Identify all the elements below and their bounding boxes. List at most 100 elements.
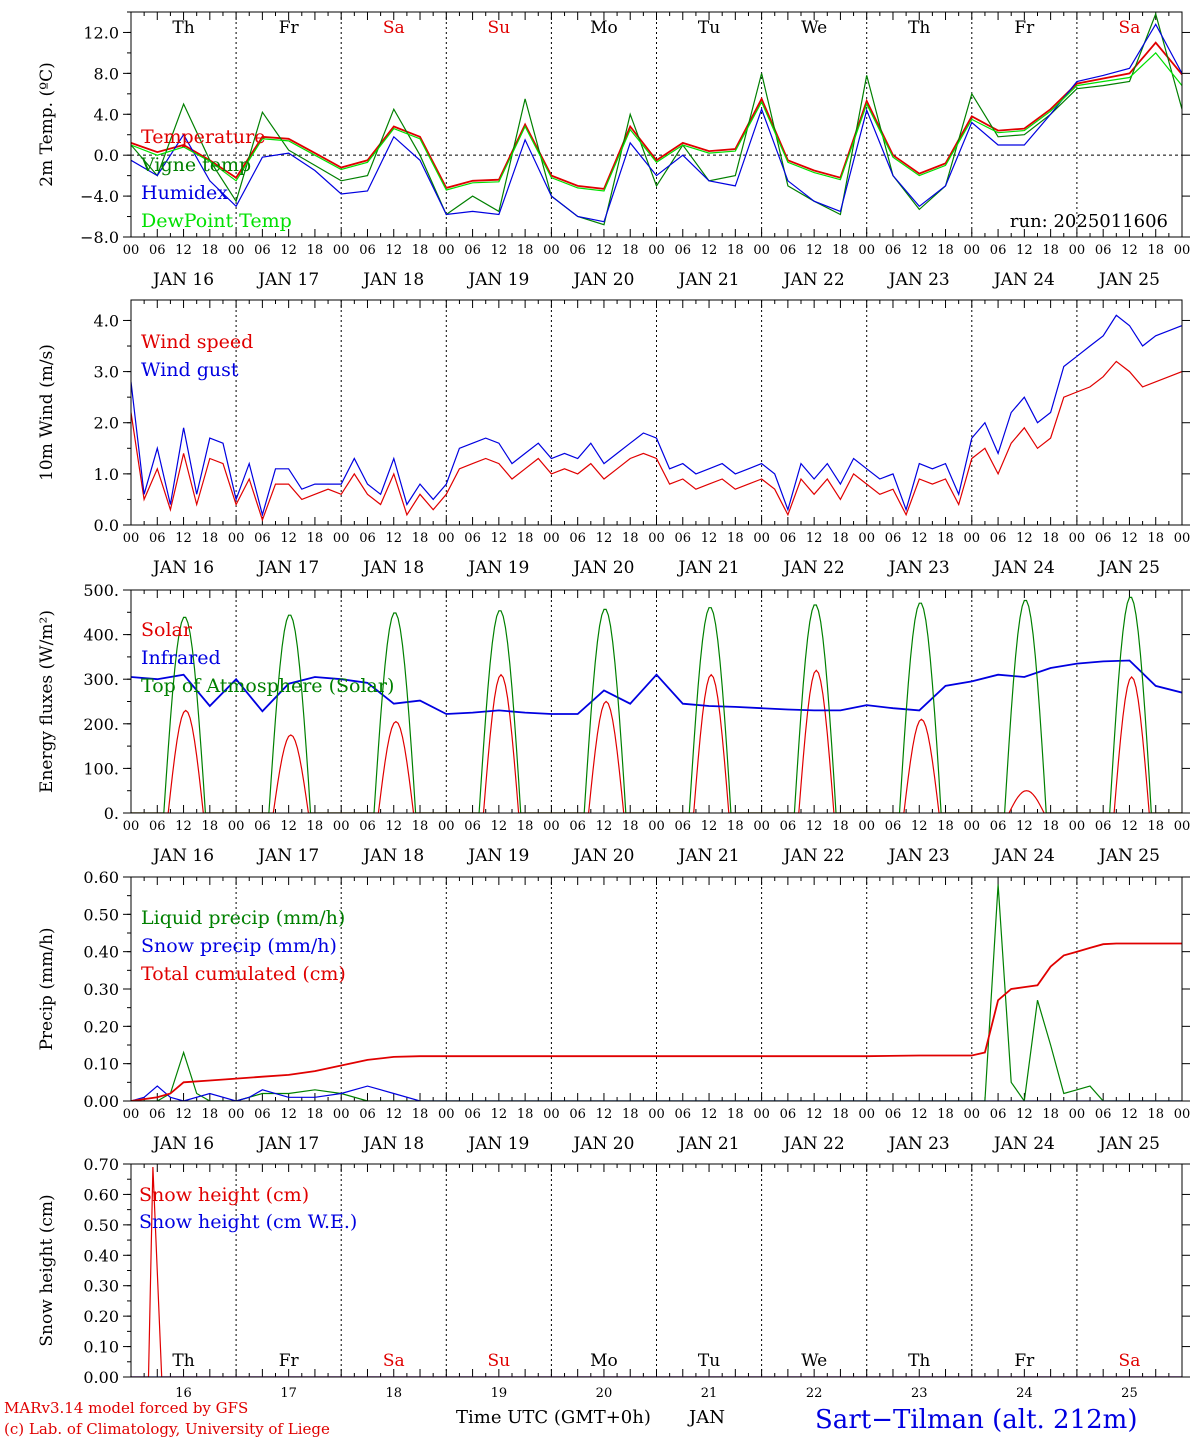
- series-line-top-of-atmosphere-solar-: [131, 596, 1182, 813]
- hour-tick-label: 00: [438, 819, 455, 834]
- hour-tick-label: 18: [1147, 531, 1164, 546]
- legend-entry: Snow height (cm W.E.): [139, 1211, 357, 1233]
- hour-tick-label: 06: [464, 819, 481, 834]
- footer-model: MARv3.14 model forced by GFS: [4, 1399, 248, 1417]
- hour-tick-label: 18: [202, 819, 219, 834]
- date-label: JAN 19: [466, 270, 529, 290]
- hour-tick-label: 12: [911, 531, 928, 546]
- hour-tick-label: 18: [832, 819, 849, 834]
- y-tick-label: −8.0: [80, 228, 119, 247]
- hour-tick-label: 00: [753, 531, 770, 546]
- hour-tick-label: 00: [1069, 819, 1086, 834]
- weekday-label: Su: [488, 1351, 511, 1371]
- hour-tick-label: 18: [412, 243, 429, 258]
- series-line-humidex: [131, 23, 1182, 223]
- hour-tick-label: 12: [1121, 531, 1138, 546]
- weekday-label: Sa: [383, 1351, 405, 1371]
- hour-tick-label: 12: [806, 243, 823, 258]
- legend-entry: Snow height (cm): [139, 1184, 309, 1206]
- weekday-label: Th: [172, 1351, 194, 1371]
- hour-tick-label: 12: [701, 819, 718, 834]
- hour-tick-label: 00: [228, 243, 245, 258]
- date-label: JAN 23: [887, 1134, 950, 1154]
- hour-tick-label: 00: [648, 1107, 665, 1122]
- y-tick-label: 0.30: [83, 980, 119, 999]
- date-label: JAN 19: [466, 558, 529, 578]
- date-label: JAN 24: [992, 558, 1055, 578]
- hour-tick-label: 18: [1042, 819, 1059, 834]
- hour-tick-label: 18: [727, 243, 744, 258]
- hour-tick-label: 00: [1174, 819, 1191, 834]
- y-tick-label: 0.60: [83, 868, 119, 887]
- hour-tick-label: 00: [858, 1107, 875, 1122]
- date-label: JAN 16: [151, 270, 214, 290]
- series-line-solar: [131, 669, 1182, 813]
- y-tick-label: 12.0: [83, 23, 119, 42]
- hour-tick-label: 12: [1121, 1107, 1138, 1122]
- hour-tick-label: 06: [885, 819, 902, 834]
- date-label: JAN 16: [151, 1134, 214, 1154]
- hour-tick-label: 06: [780, 243, 797, 258]
- hour-tick-label: 18: [1042, 243, 1059, 258]
- series-line-liquid-precip-mm-h-: [131, 884, 1182, 1101]
- panel-4: 0.00 0.10 0.20 0.30 0.40 0.50 0.60 Precip (mm/h…: [37, 868, 1190, 1154]
- date-label: JAN 25: [1097, 846, 1160, 866]
- y-tick-label: 0.10: [83, 1338, 119, 1357]
- hour-tick-label: 12: [491, 1107, 508, 1122]
- y-tick-label: 0.30: [83, 1277, 119, 1296]
- hour-tick-label: 18: [1042, 1107, 1059, 1122]
- y-tick-label: 200.: [83, 715, 119, 734]
- hour-tick-label: 00: [648, 531, 665, 546]
- footer-lab: (c) Lab. of Climatology, University of L…: [4, 1420, 330, 1438]
- hour-tick-label: 12: [806, 1107, 823, 1122]
- hour-tick-label: 06: [464, 243, 481, 258]
- hour-tick-label: 12: [385, 531, 402, 546]
- y-tick-label: 0.60: [83, 1185, 119, 1204]
- hour-tick-label: 12: [280, 1107, 297, 1122]
- hour-tick-label: 18: [307, 1107, 324, 1122]
- hour-tick-label: 00: [333, 1107, 350, 1122]
- hour-tick-label: 12: [1016, 1107, 1033, 1122]
- hour-tick-label: 00: [438, 531, 455, 546]
- hour-tick-label: 12: [491, 819, 508, 834]
- panel-5: 0.00 0.10 0.20 0.30 0.40 0.50 0.60 0.70 Snow hei…: [37, 1155, 1190, 1401]
- hour-tick-label: 00: [543, 531, 560, 546]
- hour-tick-label: 18: [727, 819, 744, 834]
- plot-frame: [130, 299, 1183, 526]
- hour-tick-label: 12: [491, 243, 508, 258]
- hour-tick-label: 12: [911, 1107, 928, 1122]
- hour-tick-label: 06: [885, 1107, 902, 1122]
- panel-1: −8.0 −4.0 0.0 4.0 8.0 12.0 2m Temp. (ºC) 00 06 12…: [37, 11, 1191, 290]
- hour-tick-label: 18: [1042, 531, 1059, 546]
- series-line-wind-gust: [131, 314, 1182, 518]
- hour-tick-label: 18: [1147, 1107, 1164, 1122]
- hour-tick-label: 18: [1147, 819, 1164, 834]
- legend-entry: DewPoint Temp: [141, 210, 292, 232]
- hour-tick-label: 00: [123, 819, 140, 834]
- hour-tick-label: 18: [1147, 243, 1164, 258]
- hour-tick-label: 06: [990, 531, 1007, 546]
- y-axis-label: Snow height (cm): [37, 1194, 57, 1346]
- y-tick-label: 4.0: [94, 105, 119, 124]
- hour-tick-label: 18: [517, 819, 534, 834]
- y-axis-label: 10m Wind (m/s): [37, 344, 57, 481]
- hour-tick-label: 00: [1174, 243, 1191, 258]
- hour-tick-label: 18: [307, 531, 324, 546]
- hour-tick-label: 06: [569, 1107, 586, 1122]
- hour-tick-label: 06: [254, 819, 271, 834]
- hour-tick-label: 18: [412, 1107, 429, 1122]
- y-tick-label: −4.0: [80, 187, 119, 206]
- hour-tick-label: 18: [937, 819, 954, 834]
- hour-tick-label: 06: [569, 819, 586, 834]
- hour-tick-label: 00: [228, 531, 245, 546]
- hour-tick-label: 06: [464, 531, 481, 546]
- hour-tick-label: 00: [1069, 243, 1086, 258]
- y-tick-label: 2.0: [94, 414, 119, 433]
- hour-tick-label: 06: [359, 243, 376, 258]
- y-tick-label: 100.: [83, 759, 119, 778]
- date-label: JAN 18: [361, 846, 424, 866]
- hour-tick-label: 12: [280, 819, 297, 834]
- legend-entry: Infrared: [141, 647, 221, 669]
- date-label: JAN 20: [571, 846, 634, 866]
- series-line-vigne-temp: [131, 12, 1182, 226]
